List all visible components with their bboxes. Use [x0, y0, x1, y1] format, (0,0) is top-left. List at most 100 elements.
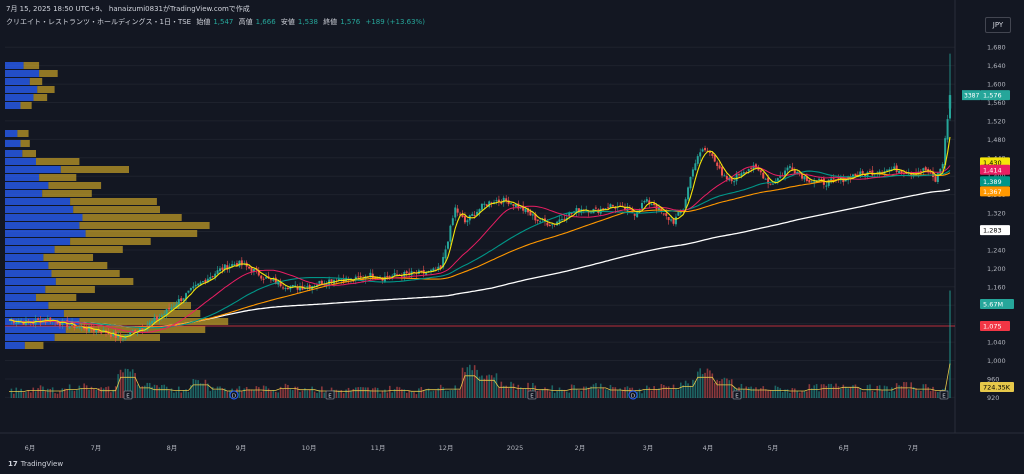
volume-bar [61, 388, 64, 398]
volume-bar [488, 374, 491, 398]
volume-bar [418, 388, 420, 398]
volume-bar [430, 391, 432, 398]
volume-bar [767, 390, 769, 398]
volume-profile-down-bar [29, 78, 43, 85]
candle-body [752, 165, 755, 169]
currency-button[interactable]: JPY [985, 17, 1011, 33]
candle-body [461, 214, 464, 218]
volume-bar [173, 392, 175, 398]
candle-body [233, 264, 236, 266]
volume-bar [274, 391, 277, 398]
countdown-box [962, 90, 980, 101]
volume-bar [706, 368, 709, 398]
volume-bar [241, 391, 243, 398]
candle-body [779, 175, 782, 178]
volume-bar [447, 391, 449, 398]
volume-bar [912, 387, 915, 398]
volume-profile-down-bar [37, 86, 55, 93]
volume-bar [689, 385, 692, 398]
volume-bar [515, 390, 517, 398]
volume-bar [801, 391, 803, 398]
volume-bar [646, 385, 648, 398]
volume-bar [713, 382, 716, 398]
candle-body [393, 273, 396, 276]
volume-bar [522, 388, 524, 398]
dividend-marker[interactable]: D [628, 390, 638, 400]
volume-profile-down-bar [23, 62, 40, 69]
earnings-marker[interactable]: E [527, 390, 537, 400]
volume-bar [837, 386, 840, 398]
candle-body [563, 218, 566, 220]
volume-bar [270, 391, 272, 398]
volume-bar [83, 383, 85, 398]
price-tick-label: 1,000 [987, 357, 1006, 365]
candle-body [885, 169, 888, 171]
volume-profile-up-bar [5, 246, 55, 253]
volume-bar [682, 385, 685, 398]
dividend-marker[interactable]: D [229, 390, 239, 400]
tradingview-brand: 17 TradingView [8, 460, 63, 468]
volume-profile-up-bar [5, 286, 46, 293]
volume-bar [549, 391, 551, 398]
volume-bar [388, 385, 391, 398]
candle-body [941, 164, 944, 169]
volume-bar [815, 384, 818, 398]
volume-profile-up-bar [5, 334, 55, 341]
candle-body [451, 218, 454, 226]
volume-bar [308, 390, 311, 398]
candle-body [294, 285, 297, 287]
volume-bar [165, 386, 168, 398]
volume-bar [459, 389, 461, 398]
volume-ma-line [9, 363, 951, 392]
candle-body [893, 166, 896, 169]
volume-bar [895, 383, 898, 398]
candle-body [364, 276, 367, 280]
earnings-marker[interactable]: E [732, 390, 742, 400]
candle-body [49, 317, 52, 322]
candle-body [738, 174, 741, 176]
candle-body [898, 170, 901, 174]
time-tick-label: 6月 [25, 444, 36, 452]
volume-bar [679, 382, 682, 398]
volume-bar [30, 392, 32, 398]
volume-bar [289, 389, 292, 398]
earnings-marker[interactable]: E [325, 390, 335, 400]
candle-body [211, 276, 214, 278]
earnings-marker[interactable]: E [939, 390, 949, 400]
volume-bar [44, 390, 47, 398]
volume-bar [587, 387, 590, 398]
volume-bar [345, 389, 347, 398]
candle-body [318, 280, 321, 284]
price-tick-label: 1,680 [987, 44, 1006, 52]
high-label: 高値 [238, 18, 253, 26]
tradingview-logo-icon: 17 [8, 460, 18, 468]
volume-profile-down-bar [42, 190, 92, 197]
candle-body [577, 208, 580, 213]
candle-body [791, 167, 794, 171]
price-label-box [980, 164, 1010, 175]
volume-bar [893, 391, 896, 398]
earnings-marker[interactable]: E [123, 390, 133, 400]
volume-bar [532, 383, 534, 398]
candle-body [859, 171, 862, 177]
candle-body [614, 207, 617, 209]
candle-body [536, 219, 539, 222]
volume-bar [568, 392, 571, 398]
candle-body [155, 316, 158, 320]
candle-body [446, 241, 449, 249]
price-tick-label: 1,640 [987, 62, 1006, 70]
candle-body [655, 204, 658, 210]
time-tick-label: 10月 [302, 444, 317, 452]
volume-bar [148, 382, 151, 398]
candle-body [934, 176, 937, 182]
volume-bar [204, 379, 207, 398]
volume-profile-up-bar [5, 86, 38, 93]
candle-body [568, 212, 571, 217]
candle-body [594, 207, 597, 209]
candle-body [80, 326, 83, 328]
candle-body [488, 201, 491, 207]
candle-body [512, 204, 515, 206]
volume-bar [432, 390, 435, 398]
price-tick-label: 1,520 [987, 117, 1006, 125]
